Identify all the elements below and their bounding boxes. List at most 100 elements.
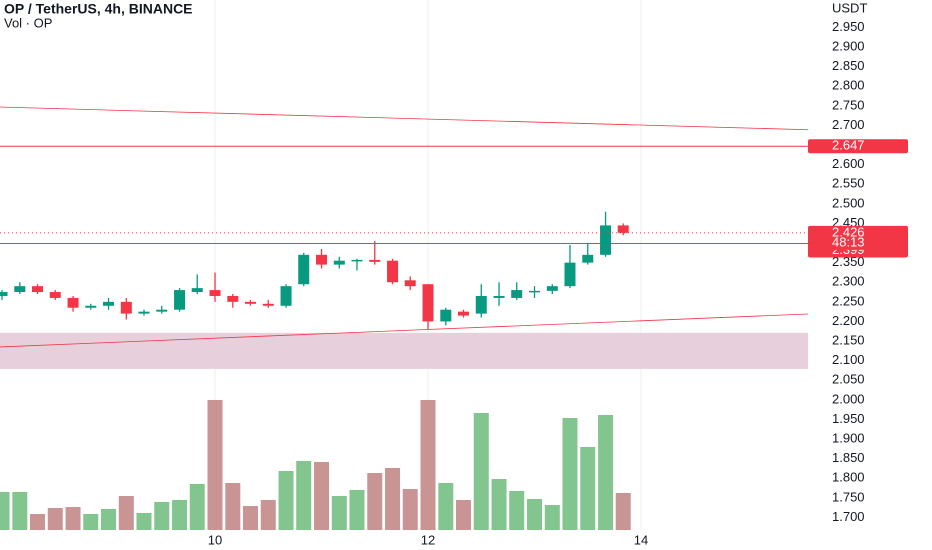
x-tick-label: 10	[208, 532, 222, 547]
volume-bar	[402, 489, 418, 530]
candle-body	[369, 259, 381, 262]
candle-body	[298, 254, 310, 285]
volume-bar	[544, 505, 560, 530]
volume-bar	[278, 471, 294, 530]
y-tick-label: 2.800	[832, 78, 865, 93]
volume-bar	[154, 502, 170, 530]
y-tick-label: 2.900	[832, 38, 865, 53]
volume-bar	[0, 492, 10, 530]
candle-body	[49, 292, 61, 298]
volume-bar	[385, 468, 401, 530]
candle-body	[316, 254, 328, 265]
y-tick-label: 1.750	[832, 489, 865, 504]
volume-bar	[296, 461, 312, 530]
y-tick-label: 1.800	[832, 470, 865, 485]
y-tick-label: 2.150	[832, 332, 865, 347]
candle-body	[511, 290, 523, 298]
candle-body	[244, 301, 256, 304]
candle-body	[174, 290, 186, 310]
volume-bar	[509, 491, 525, 530]
volume-bar	[455, 500, 471, 530]
zone	[0, 332, 808, 369]
y-tick-label: 2.950	[832, 19, 865, 34]
candle-body	[103, 301, 115, 306]
candle-body	[493, 295, 505, 298]
y-tick-label: 2.700	[832, 117, 865, 132]
y-tick-label: 2.300	[832, 274, 865, 289]
y-tick-label: 1.850	[832, 450, 865, 465]
volume-bar	[47, 508, 63, 530]
y-tick-label: 2.200	[832, 313, 865, 328]
volume-bar	[136, 513, 152, 530]
volume-bar	[527, 499, 543, 530]
volume-bar	[172, 500, 188, 530]
candle-body	[457, 311, 469, 316]
volume-bar	[118, 496, 134, 530]
volume-bar	[615, 493, 631, 530]
candle-body	[564, 262, 576, 287]
candle-body	[227, 295, 239, 302]
volume-bar	[367, 473, 383, 530]
volume-bar	[225, 483, 241, 530]
candle-body	[31, 286, 43, 293]
y-tick-label: 2.750	[832, 97, 865, 112]
volume-bar	[580, 447, 596, 530]
countdown: 48:13	[832, 234, 865, 249]
last-price-label-bg	[808, 225, 908, 250]
y-tick-label: 2.050	[832, 372, 865, 387]
candle-body	[280, 286, 292, 306]
y-tick-label: 1.900	[832, 430, 865, 445]
last-price-label: 2.426	[832, 224, 865, 239]
candle-body	[440, 309, 452, 322]
volume-bar	[314, 462, 330, 530]
candle-body	[351, 259, 363, 262]
candle-body	[600, 225, 612, 255]
volume-bar	[65, 507, 81, 530]
y-tick-label: 2.850	[832, 58, 865, 73]
volume-bar	[29, 514, 45, 530]
candle-body	[529, 290, 541, 293]
x-tick-label: 14	[634, 532, 648, 547]
candle-body	[67, 297, 79, 308]
volume-bar	[331, 496, 347, 530]
volume-bar	[12, 492, 28, 530]
volume-bar	[189, 484, 205, 530]
volume-bar	[420, 400, 436, 530]
volume-bar	[491, 479, 507, 530]
chart-title: OP / TetherUS, 4h, BINANCE	[4, 1, 193, 17]
candle-body	[14, 286, 26, 293]
volume-bar	[242, 506, 258, 530]
candle-body	[209, 290, 221, 296]
candle-body	[617, 225, 629, 233]
candle-body	[404, 280, 416, 287]
chart-subtitle: Vol · OP	[4, 15, 52, 30]
candle-body	[156, 309, 168, 312]
candle-body	[262, 303, 274, 306]
candle-body	[422, 284, 434, 322]
volume-bar	[101, 509, 117, 530]
candle-body	[333, 260, 345, 265]
volume-bar	[83, 514, 99, 530]
y-axis-label: USDT	[832, 0, 867, 15]
candle-body	[138, 311, 150, 314]
y-tick-label: 2.500	[832, 195, 865, 210]
candle-body	[85, 305, 97, 308]
line-price-label-bg	[808, 139, 908, 154]
y-tick-label: 2.350	[832, 254, 865, 269]
volume-bar	[562, 418, 578, 530]
volume-bar	[207, 400, 223, 530]
x-tick-label: 12	[421, 532, 435, 547]
volume-bar	[473, 413, 489, 530]
trend-line	[0, 106, 808, 131]
volume-bar	[260, 500, 276, 530]
y-tick-label: 2.600	[832, 156, 865, 171]
volume-bar	[598, 415, 614, 530]
y-tick-label: 2.250	[832, 293, 865, 308]
y-tick-label: 2.100	[832, 352, 865, 367]
candle-body	[387, 260, 399, 283]
trend-line	[0, 313, 808, 348]
candle-body	[191, 288, 203, 293]
candle-body	[475, 295, 487, 314]
